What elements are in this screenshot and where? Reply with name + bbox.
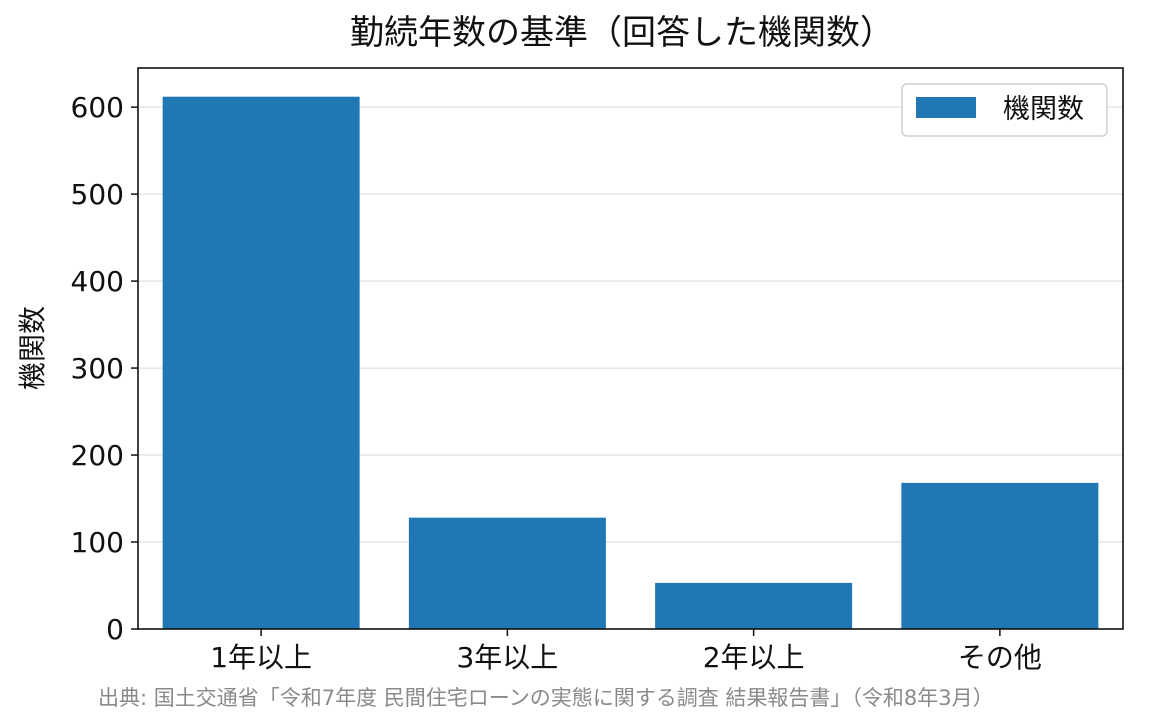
legend-label: 機関数: [1003, 94, 1084, 125]
y-tick-label: 600: [71, 91, 124, 124]
bar: [162, 96, 360, 629]
y-tick-label: 500: [71, 178, 124, 211]
legend: 機関数: [901, 83, 1108, 137]
plot-area-frame: [137, 67, 1124, 630]
bar: [901, 482, 1099, 629]
x-tick-label: 1年以上: [210, 641, 312, 674]
x-tick-label: 3年以上: [456, 641, 558, 674]
x-tick-label: その他: [958, 641, 1042, 674]
bar: [408, 517, 606, 629]
y-tick-label: 0: [106, 613, 124, 646]
y-axis-ticks: 0 100 200 300 400 500 600: [71, 91, 138, 646]
y-tick-label: 400: [71, 265, 124, 298]
bars: [162, 96, 1099, 629]
y-axis-label: 機関数: [16, 306, 49, 390]
source-note: 出典: 国土交通省「令和7年度 民間住宅ローンの実態に関する調査 結果報告書」（…: [98, 686, 994, 710]
x-tick-label: 2年以上: [703, 641, 805, 674]
bar: [655, 582, 853, 629]
x-axis-ticks: 1年以上 3年以上 2年以上 その他: [210, 629, 1042, 674]
y-tick-label: 200: [71, 439, 124, 472]
y-tick-label: 300: [71, 352, 124, 385]
y-tick-label: 100: [71, 526, 124, 559]
legend-swatch: [916, 97, 976, 118]
chart-title: 勤続年数の基準（回答した機関数）: [350, 13, 894, 53]
